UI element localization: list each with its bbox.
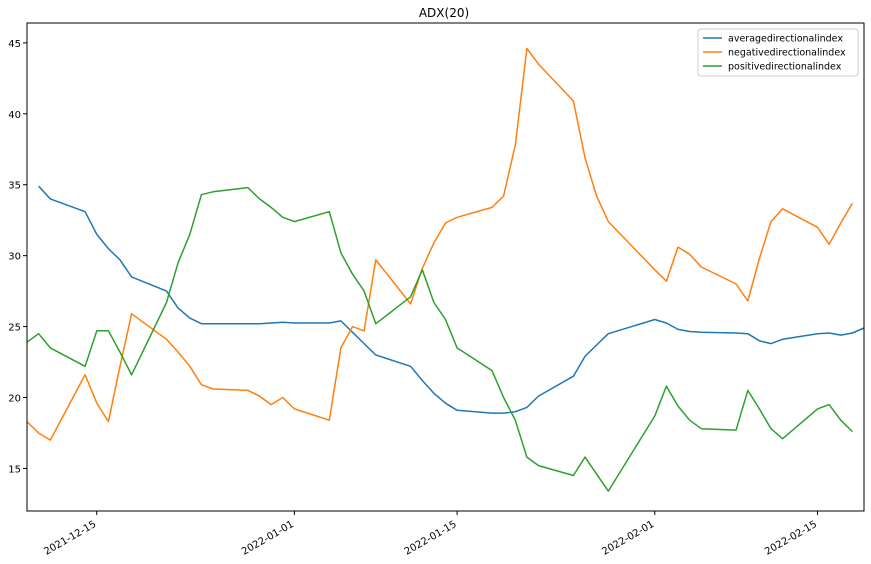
y-tick-label: 40 <box>8 110 21 121</box>
y-tick-label: 35 <box>8 181 21 192</box>
legend-label-averagedirectionalindex: averagedirectionalindex <box>728 34 843 45</box>
legend-box <box>697 28 859 77</box>
legend-label-positivedirectionalindex: positivedirectionalindex <box>728 62 842 73</box>
y-tick-label: 25 <box>8 323 21 334</box>
y-tick-label: 20 <box>8 394 21 405</box>
series-line-positivedirectionalindex <box>26 186 853 492</box>
series-line-negativedirectionalindex <box>26 47 854 441</box>
x-tick-label: 2022-02-15 <box>763 519 819 558</box>
series-line-averagedirectionalindex <box>38 185 865 414</box>
x-tick-label: 2021-12-15 <box>42 519 98 558</box>
chart-title: ADX(20) <box>419 6 469 20</box>
x-axis: 2021-12-15 2022-01-01 2022-01-15 2022-02-01… <box>42 511 819 558</box>
y-tick-label: 45 <box>8 39 21 50</box>
legend: averagedirectionalindex negativedirection… <box>697 28 859 77</box>
plot-lines <box>26 47 865 492</box>
x-tick-label: 2022-02-01 <box>600 519 656 558</box>
x-tick-label: 2022-01-01 <box>240 519 296 558</box>
y-axis: 15 20 25 30 35 40 45 <box>8 39 27 475</box>
y-tick-label: 30 <box>8 252 21 263</box>
x-tick-label: 2022-01-15 <box>403 519 459 558</box>
plot-frame <box>26 22 865 512</box>
y-tick-label: 15 <box>8 464 21 475</box>
legend-label-negativedirectionalindex: negativedirectionalindex <box>728 48 846 59</box>
